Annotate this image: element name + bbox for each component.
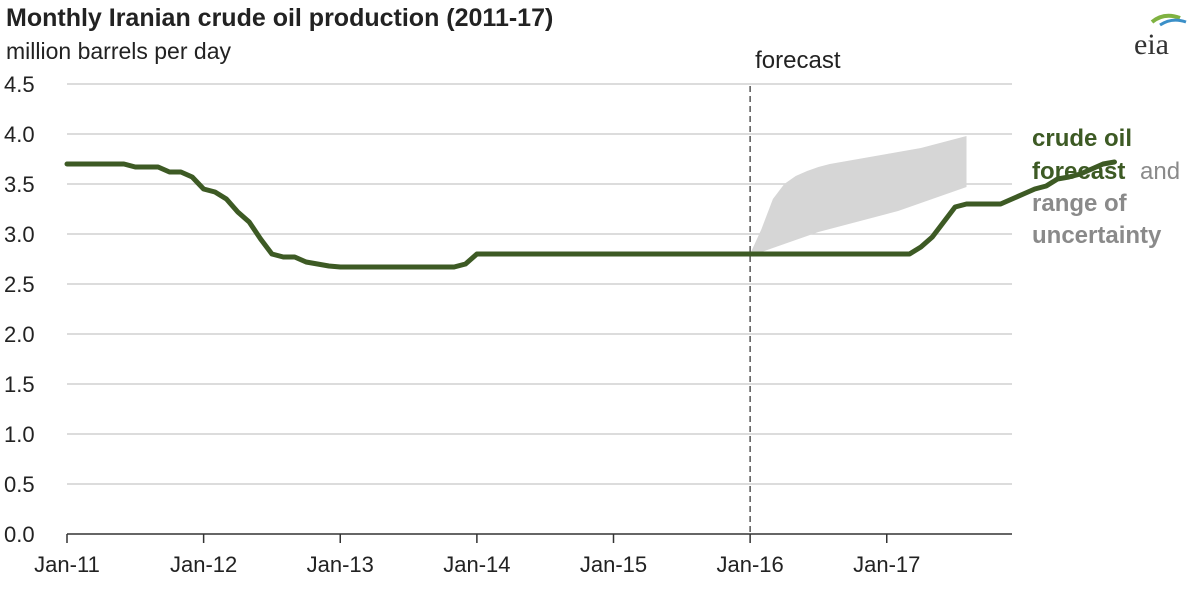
series-line-crude-oil <box>64 159 1117 270</box>
x-tick-label: Jan-16 <box>716 552 783 577</box>
eia-logo-icon: eia <box>1134 13 1187 60</box>
logo-arc-blue <box>1159 18 1187 27</box>
logo-text: eia <box>1134 28 1169 60</box>
forecast-marker: forecast <box>749 47 841 534</box>
x-tick-label: Jan-14 <box>443 552 510 577</box>
y-tick-label: 1.5 <box>4 372 35 397</box>
y-tick-label: 2.5 <box>4 272 35 297</box>
side-label-uncertainty: uncertainty <box>1032 222 1162 249</box>
side-label-and-word: and <box>1140 158 1180 185</box>
y-tick-label: 3.0 <box>4 222 35 247</box>
side-label-crude-oil: crude oil <box>1032 125 1132 152</box>
y-tick-label: 1.0 <box>4 422 35 447</box>
x-tick-label: Jan-15 <box>580 552 647 577</box>
x-tick-label: Jan-13 <box>307 552 374 577</box>
uncertainty-band <box>750 136 967 254</box>
side-label-forecast: forecast and <box>1032 158 1180 185</box>
y-tick-label: 0.5 <box>4 472 35 497</box>
forecast-label: forecast <box>755 47 841 74</box>
side-label-range-of: range of <box>1032 190 1128 217</box>
side-label: crude oil forecast and range of uncertai… <box>1032 125 1180 249</box>
uncertainty-band-layer <box>750 136 967 254</box>
x-tick-label: Jan-12 <box>170 552 237 577</box>
gridlines <box>67 83 1012 485</box>
x-tick-label: Jan-11 <box>34 552 100 577</box>
chart-title: Monthly Iranian crude oil production (20… <box>6 4 554 32</box>
y-tick-label: 4.5 <box>4 72 35 97</box>
logo-arc-green <box>1150 13 1181 24</box>
y-tick-labels: 0.0 0.5 1.0 1.5 2.0 2.5 3.0 3.5 4.0 4.5 <box>4 72 35 547</box>
y-tick-label: 4.0 <box>4 122 35 147</box>
x-tick-label: Jan-17 <box>853 552 920 577</box>
series-layer <box>64 159 1117 270</box>
y-axis-units: million barrels per day <box>6 38 231 64</box>
y-tick-label: 3.5 <box>4 172 35 197</box>
y-tick-label: 2.0 <box>4 322 35 347</box>
y-tick-label: 0.0 <box>4 522 35 547</box>
x-tick-labels: Jan-11 Jan-12 Jan-13 Jan-14 Jan-15 Jan-16 Jan-… <box>34 552 920 577</box>
side-label-forecast-word: forecast <box>1032 158 1125 185</box>
axes <box>66 533 1012 543</box>
